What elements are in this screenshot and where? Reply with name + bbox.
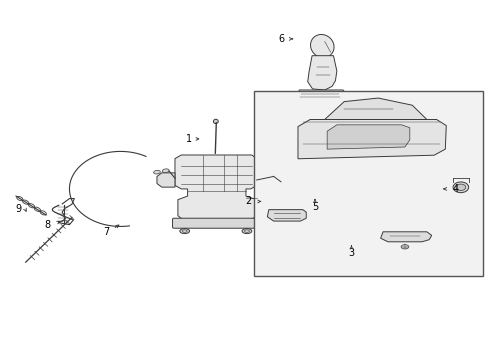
Polygon shape [267,210,305,221]
Text: 6: 6 [277,34,284,44]
Text: 5: 5 [311,202,318,212]
Polygon shape [297,120,446,159]
Text: 7: 7 [102,227,109,237]
Ellipse shape [242,229,251,234]
Text: 8: 8 [44,220,51,230]
Text: 1: 1 [185,134,191,144]
Ellipse shape [162,169,169,172]
Text: 4: 4 [452,184,458,194]
FancyBboxPatch shape [172,218,260,228]
Polygon shape [296,90,348,106]
Polygon shape [307,56,336,90]
Text: 3: 3 [347,248,354,258]
Ellipse shape [310,35,333,58]
Polygon shape [380,232,431,242]
Ellipse shape [452,182,468,193]
Polygon shape [175,155,256,221]
Ellipse shape [455,184,465,190]
Ellipse shape [180,229,189,234]
Ellipse shape [153,170,160,174]
Text: 9: 9 [15,203,21,213]
Ellipse shape [213,119,218,123]
FancyBboxPatch shape [254,91,482,276]
Ellipse shape [280,181,286,186]
Text: 2: 2 [245,197,251,206]
Ellipse shape [400,245,408,249]
Polygon shape [157,173,175,187]
Polygon shape [326,125,409,149]
Polygon shape [324,98,426,120]
